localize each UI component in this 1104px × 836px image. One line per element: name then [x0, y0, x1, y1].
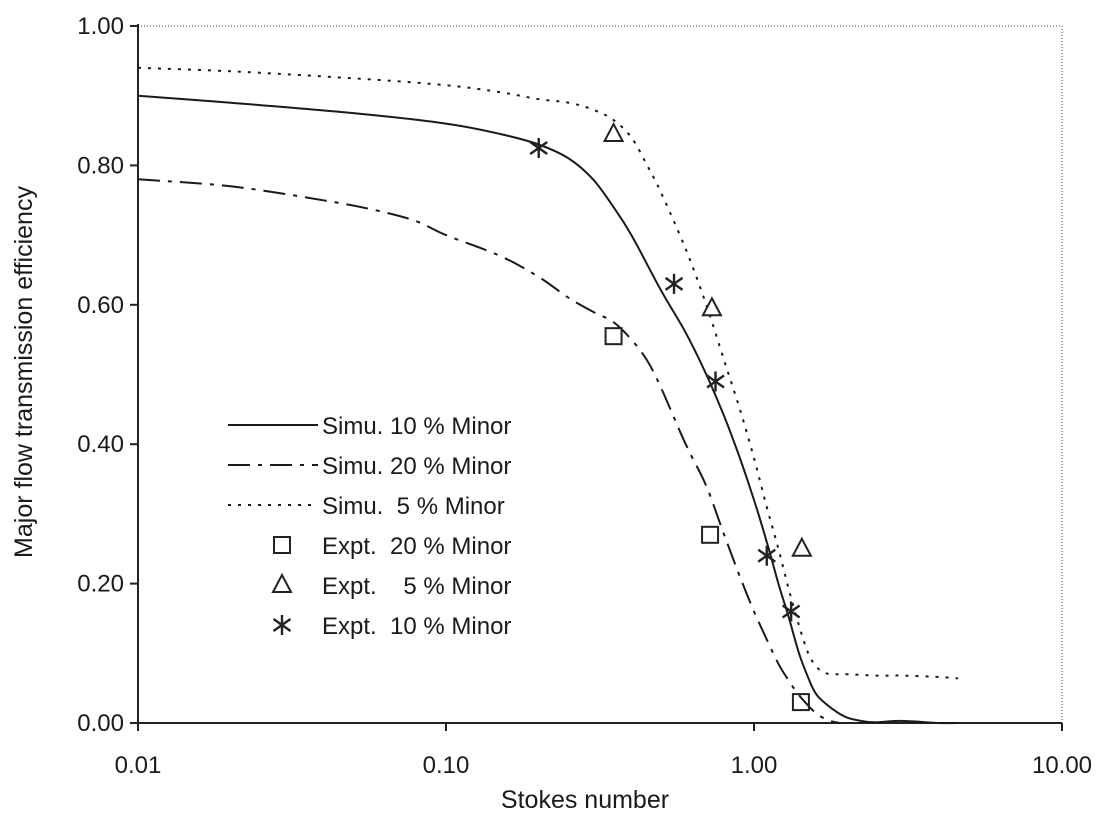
data-point [701, 525, 720, 544]
data-point [781, 601, 801, 622]
series-line [137, 178, 841, 724]
x-axis-title: Stokes number [501, 786, 669, 814]
asterisk-stroke [272, 618, 292, 632]
legend-item: Simu. 10 % Minor [228, 413, 511, 440]
legend-label: Simu. 20 % Minor [322, 453, 511, 480]
series-4 [602, 121, 813, 557]
series-5 [529, 137, 801, 622]
asterisk-stroke [781, 604, 801, 619]
legend-swatch [271, 572, 293, 593]
x-tick-label: 0.01 [115, 752, 162, 779]
y-tick-label: 1.00 [77, 13, 124, 40]
asterisk-stroke [664, 276, 684, 291]
plot-series [137, 66, 959, 725]
x-tick-label: 0.10 [423, 752, 470, 779]
series-1 [137, 178, 841, 724]
data-point [757, 545, 776, 566]
legend-item: Expt. 10 % Minor [272, 613, 511, 640]
data-point [664, 273, 684, 294]
series-2 [137, 66, 959, 680]
legend-item: Expt. 5 % Minor [271, 572, 511, 600]
legend-label: Expt. 20 % Minor [322, 533, 511, 560]
asterisk-stroke [529, 140, 548, 155]
y-tick-label: 0.40 [77, 431, 124, 458]
x-tick-label: 1.00 [731, 752, 778, 779]
legend-item: Simu. 5 % Minor [228, 493, 505, 520]
legend-swatch [273, 536, 291, 554]
data-point [706, 371, 725, 392]
legend-label: Simu. 5 % Minor [322, 493, 505, 520]
data-point [701, 296, 723, 317]
y-tick-label: 0.80 [77, 152, 124, 179]
asterisk-stroke [706, 374, 725, 389]
y-tick-label: 0.60 [77, 292, 124, 319]
series-0 [137, 94, 959, 725]
series-line [137, 94, 959, 725]
y-tick-label: 0.20 [77, 571, 124, 598]
y-tick-label: 0.00 [77, 710, 124, 737]
y-axis-title: Major flow transmission efficiency [10, 186, 38, 558]
data-point [602, 121, 625, 143]
x-tick-label: 10.00 [1032, 752, 1092, 779]
legend-item: Expt. 20 % Minor [273, 533, 511, 560]
axes: 0.00 0.20 0.40 0.60 0.80 1.00 0.01 0.10 1.00 10.0… [77, 13, 1092, 779]
data-point [791, 693, 810, 712]
series-line [137, 66, 959, 680]
series-3 [604, 327, 810, 712]
data-point [604, 327, 623, 346]
legend-label: Expt. 10 % Minor [322, 613, 511, 640]
asterisk-stroke [757, 548, 776, 563]
legend-label: Simu. 10 % Minor [322, 413, 511, 440]
legend-label: Expt. 5 % Minor [322, 573, 511, 600]
legend-item: Simu. 20 % Minor [228, 453, 511, 480]
data-point [529, 137, 548, 158]
legend-swatch [272, 615, 292, 635]
legend: Simu. 10 % Minor Simu. 20 % Minor Simu. 5 … [228, 413, 511, 640]
data-point [791, 536, 813, 557]
